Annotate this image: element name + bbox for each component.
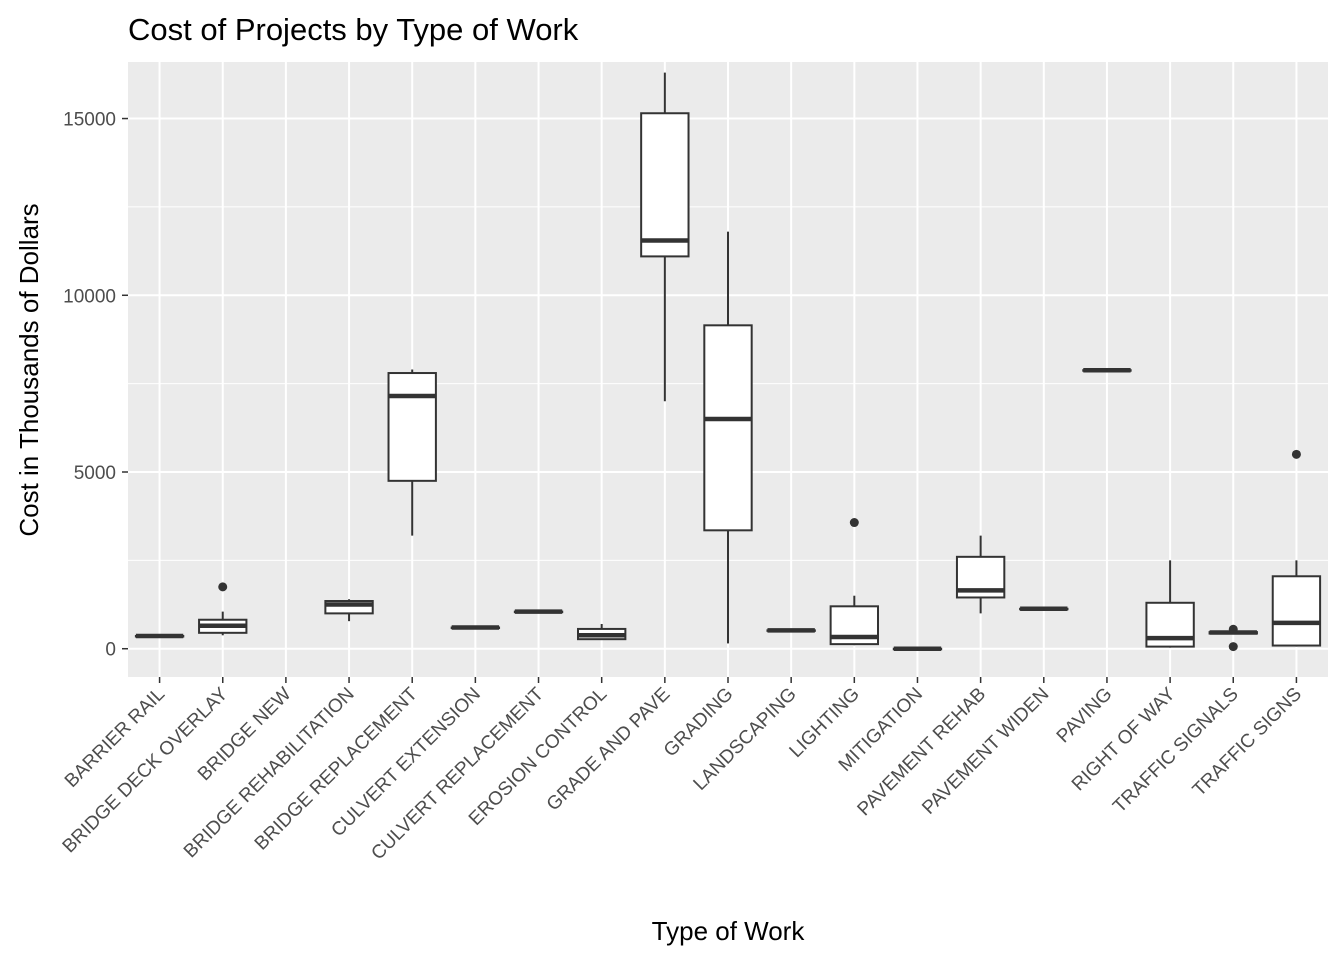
x-tick-label: TRAFFIC SIGNS (1189, 684, 1306, 801)
y-tick-label: 0 (105, 640, 116, 661)
outlier-point (1228, 624, 1238, 634)
box (1271, 575, 1322, 647)
chart-title: Cost of Projects by Type of Work (128, 12, 579, 47)
x-tick-label: PAVEMENT WIDEN (918, 684, 1053, 819)
y-tick-label: 15000 (63, 110, 116, 131)
x-tick-label: TRAFFIC SIGNALS (1109, 684, 1243, 818)
y-axis-label: Cost in Thousands of Dollars (14, 203, 44, 536)
box (640, 112, 690, 258)
box (703, 324, 753, 532)
outlier-point (1228, 642, 1238, 652)
box (387, 372, 437, 482)
y-tick-label: 5000 (74, 463, 116, 484)
x-tick-label: GRADE AND PAVE (543, 684, 675, 816)
x-axis-label: Type of Work (652, 916, 806, 946)
x-tick-label: PAVING (1053, 684, 1117, 748)
y-tick-label: 10000 (63, 286, 116, 307)
outlier-point (849, 518, 859, 528)
outlier-point (1291, 449, 1301, 459)
outlier-point (218, 582, 228, 592)
